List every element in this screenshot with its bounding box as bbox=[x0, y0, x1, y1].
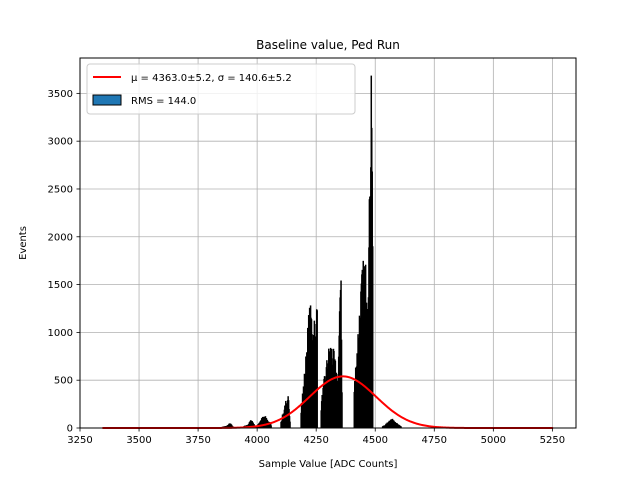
x-tick-label: 3500 bbox=[126, 435, 151, 446]
histogram-bin bbox=[341, 392, 343, 429]
x-tick-label: 5250 bbox=[540, 435, 565, 446]
y-tick-label: 3000 bbox=[48, 137, 73, 148]
x-axis-label: Sample Value [ADC Counts] bbox=[259, 459, 398, 470]
legend-histogram-patch bbox=[92, 94, 122, 106]
legend: μ = 4363.0±5.2, σ = 140.6±5.2 RMS = 144.… bbox=[86, 63, 356, 115]
x-tick-label: 4750 bbox=[422, 435, 447, 446]
y-tick-label: 2500 bbox=[48, 184, 73, 195]
y-axis-label: Events bbox=[18, 226, 29, 260]
x-axis-ticks: 3250 3500 3750 4000 4250 4500 4750 5000 5250 bbox=[67, 428, 565, 446]
y-tick-label: 1000 bbox=[48, 328, 73, 339]
x-tick-label: 4000 bbox=[244, 435, 269, 446]
x-tick-label: 3750 bbox=[185, 435, 210, 446]
y-tick-label: 1500 bbox=[48, 280, 73, 291]
y-axis-ticks: 0 500 1000 1500 2000 2500 3000 3500 bbox=[48, 89, 80, 435]
x-tick-label: 4250 bbox=[303, 435, 328, 446]
y-tick-label: 500 bbox=[54, 376, 73, 387]
x-tick-label: 5000 bbox=[481, 435, 506, 446]
chart-title: Baseline value, Ped Run bbox=[256, 38, 400, 52]
plot-area-frame bbox=[79, 57, 577, 429]
y-tick-label: 0 bbox=[67, 424, 73, 435]
histogram-bin bbox=[316, 310, 318, 429]
x-tick-label: 4500 bbox=[363, 435, 388, 446]
histogram-bin bbox=[289, 421, 291, 429]
x-tick-label: 3250 bbox=[67, 435, 92, 446]
y-tick-label: 2000 bbox=[48, 232, 73, 243]
histogram-bin bbox=[371, 246, 374, 429]
legend-fit-label: μ = 4363.0±5.2, σ = 140.6±5.2 bbox=[131, 73, 292, 84]
y-tick-label: 3500 bbox=[48, 89, 73, 100]
legend-box bbox=[86, 63, 356, 115]
legend-rms-label: RMS = 144.0 bbox=[131, 96, 196, 107]
